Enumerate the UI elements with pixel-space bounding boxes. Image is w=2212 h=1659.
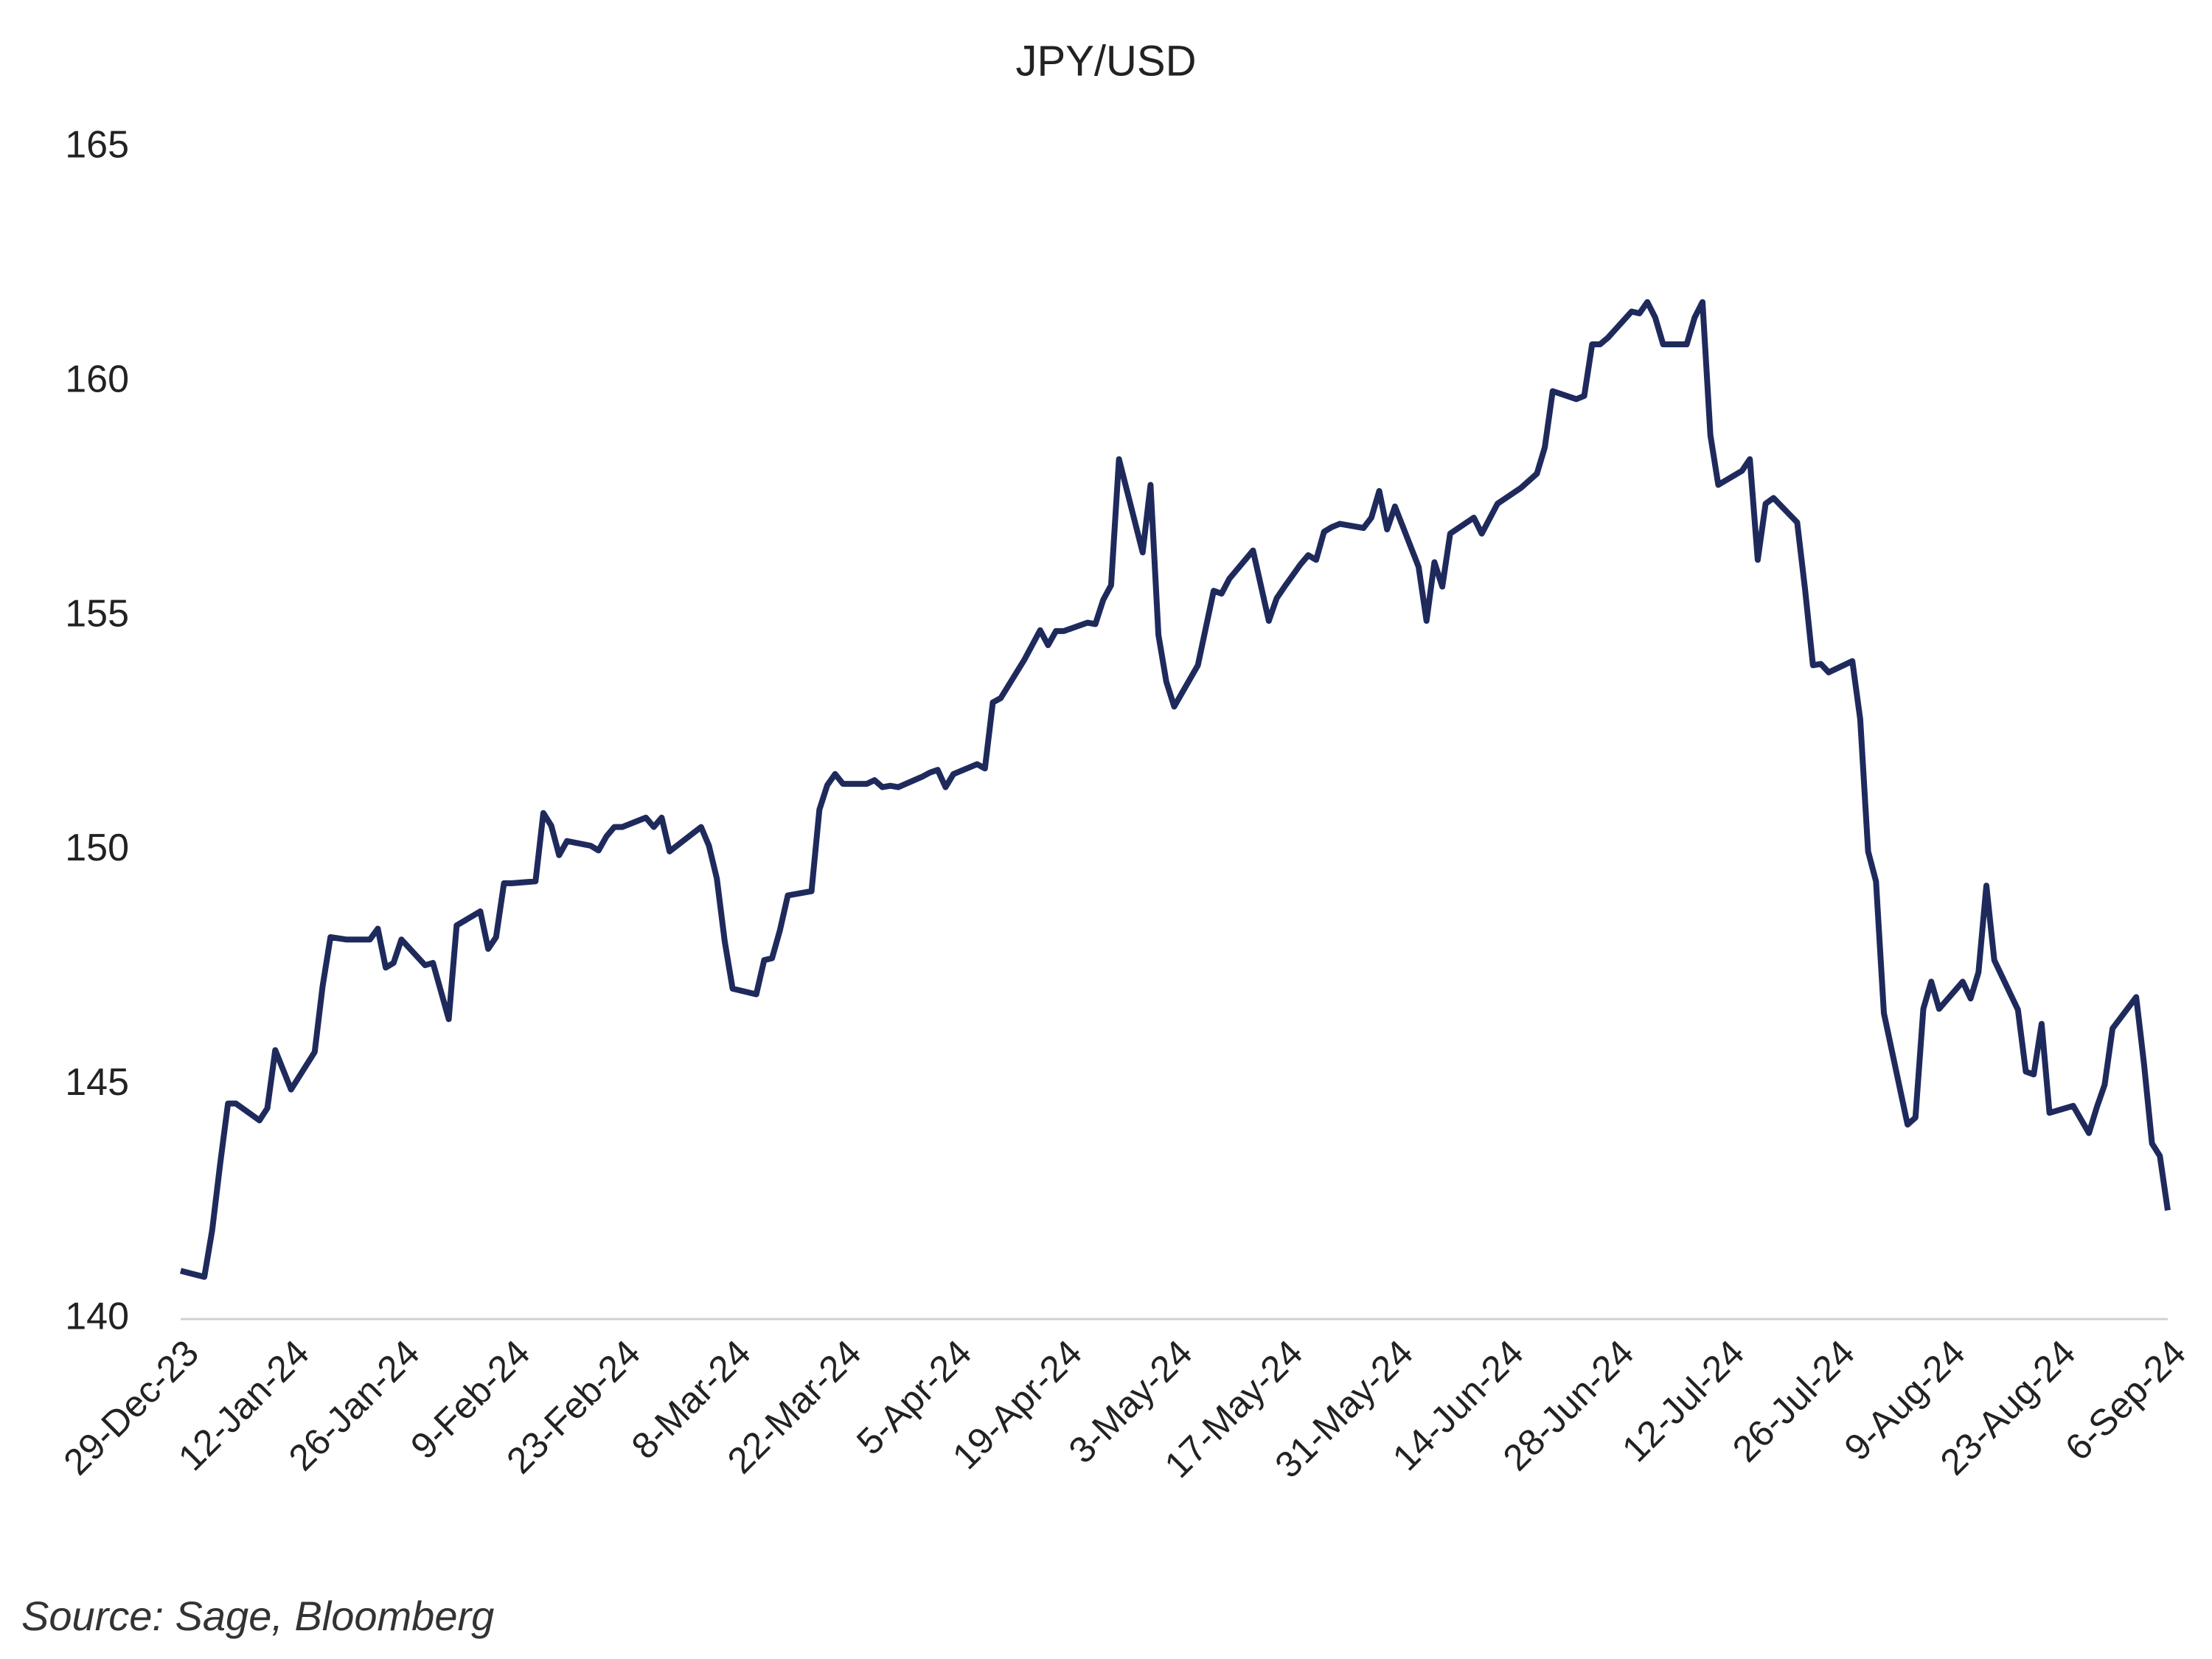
y-tick-label: 160 [65,358,129,401]
y-tick-label: 140 [65,1295,129,1338]
x-tick-label: 12-Jul-24 [1614,1332,1752,1470]
price-line [179,299,2171,1280]
y-tick-label: 165 [65,124,129,167]
y-tick-label: 145 [65,1061,129,1104]
y-tick-label: 150 [65,827,129,869]
source-note: Source: Sage, Bloomberg [21,1593,494,1639]
chart-title: JPY/USD [1016,37,1197,85]
y-tick-label: 155 [65,592,129,635]
x-tick-label: 26-Jul-24 [1725,1332,1863,1470]
x-tick-label: 6-Sep-24 [2057,1332,2194,1469]
